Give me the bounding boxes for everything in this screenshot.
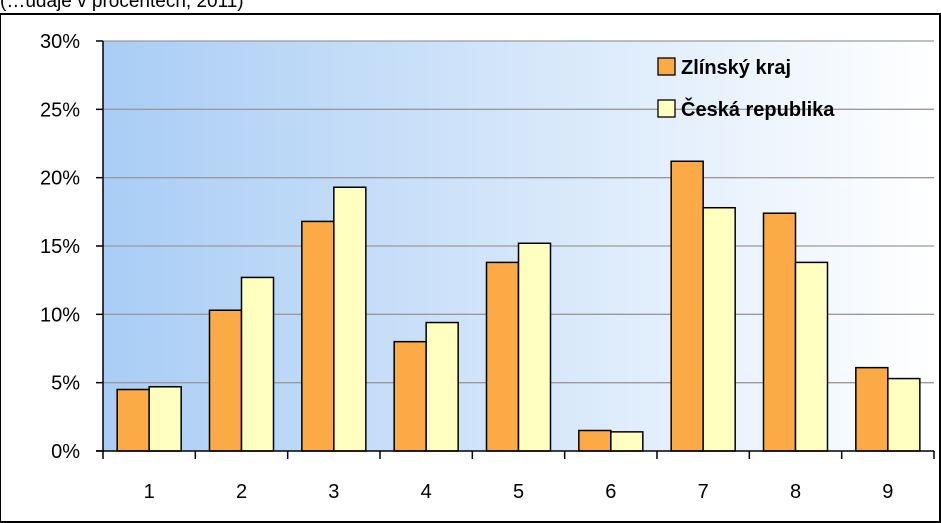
bar-zlinsky-kraj bbox=[485, 261, 520, 452]
x-tick-label: 8 bbox=[790, 481, 801, 503]
bar-zlinsky-kraj bbox=[208, 309, 243, 452]
bar-zlinsky-kraj bbox=[670, 160, 704, 452]
x-tick-label: 9 bbox=[882, 481, 893, 503]
chart-top-caption: (…údaje v procentech, 2011) bbox=[0, 0, 244, 12]
y-tick-label: 25% bbox=[40, 99, 80, 121]
x-tick-label: 4 bbox=[421, 481, 432, 503]
bar-ceska-republika bbox=[794, 261, 829, 452]
y-tick-label: 20% bbox=[40, 168, 80, 190]
x-tick-label: 7 bbox=[698, 481, 709, 503]
x-tick-label: 1 bbox=[144, 481, 155, 503]
legend-swatch bbox=[657, 57, 676, 76]
bars bbox=[116, 160, 921, 452]
y-tick-label: 30% bbox=[40, 31, 80, 53]
x-tick-label: 5 bbox=[513, 481, 524, 503]
bar-ceska-republika bbox=[517, 242, 552, 452]
x-tick-label: 2 bbox=[236, 481, 247, 503]
bar-ceska-republika bbox=[148, 386, 182, 452]
y-tick-label: 10% bbox=[40, 304, 80, 326]
bar-zlinsky-kraj bbox=[301, 220, 335, 452]
bar-ceska-republika bbox=[887, 377, 921, 452]
bar-ceska-republika bbox=[425, 321, 459, 452]
y-tick-label: 5% bbox=[51, 373, 80, 395]
axes: 0% 5% 10% 15% 20% 25% 30% 1 2 3 4 5 6 7 8 9 bbox=[40, 31, 935, 503]
bar-ceska-republika bbox=[240, 276, 275, 452]
bar-ceska-republika bbox=[610, 431, 644, 452]
bar-zlinsky-kraj bbox=[855, 366, 889, 452]
legend: Zlínský kraj Česká republika bbox=[657, 57, 835, 121]
x-tick-label: 6 bbox=[605, 481, 616, 503]
y-tick-label: 0% bbox=[51, 441, 80, 463]
bar-zlinsky-kraj bbox=[578, 429, 612, 452]
bar-zlinsky-kraj bbox=[762, 212, 797, 452]
x-tick-label: 3 bbox=[328, 481, 339, 503]
bar-ceska-republika bbox=[333, 186, 367, 452]
legend-label: Česká republika bbox=[681, 97, 835, 121]
y-tick-label: 15% bbox=[40, 236, 80, 258]
bar-ceska-republika bbox=[702, 206, 736, 452]
legend-swatch bbox=[657, 99, 676, 118]
bar-zlinsky-kraj bbox=[116, 388, 150, 452]
bar-zlinsky-kraj bbox=[393, 340, 427, 452]
legend-label: Zlínský kraj bbox=[681, 57, 791, 79]
